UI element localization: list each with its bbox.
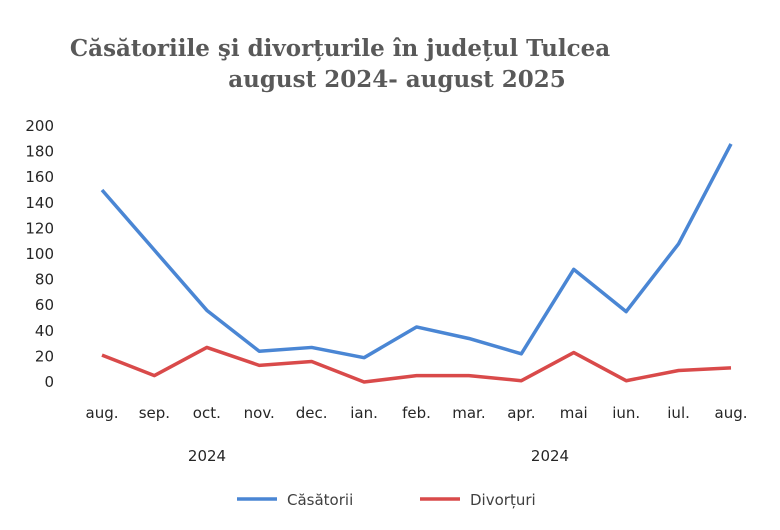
y-tick-label: 160 [25,168,54,186]
y-tick-label: 20 [35,347,54,365]
y-tick-label: 200 [25,117,54,135]
x-tick-label: iul. [667,404,690,422]
year-label-2: 2024 [531,447,569,465]
x-tick-label: sep. [139,404,170,422]
legend-label: Divorțuri [470,491,536,509]
y-tick-label: 180 [25,143,54,161]
year-label-1: 2024 [188,447,226,465]
y-tick-label: 40 [35,322,54,340]
y-tick-label: 0 [44,373,54,391]
series-line-casatorii [100,143,733,360]
y-tick-label: 100 [25,245,54,263]
x-tick-label: aug. [86,404,119,422]
x-tick-label: feb. [402,404,431,422]
y-tick-label: 120 [25,219,54,237]
x-tick-label: aug. [715,404,748,422]
y-tick-label: 80 [35,271,54,289]
x-tick-label: nov. [244,404,275,422]
x-tick-label: iun. [612,404,640,422]
x-tick-label: oct. [193,404,221,422]
x-tick-label: mai [560,404,588,422]
x-tick-label: dec. [296,404,328,422]
series-line-divorturi [101,345,732,384]
x-tick-label: ian. [350,404,378,422]
legend-label: Căsătorii [287,491,353,509]
y-tick-label: 140 [25,194,54,212]
x-tick-label: apr. [507,404,535,422]
x-tick-label: mar. [452,404,485,422]
chart-title-line1: Căsătoriile şi divorțurile în județul Tu… [70,35,610,62]
y-tick-label: 60 [35,296,54,314]
chart-title-line2: august 2024- august 2025 [228,66,566,93]
